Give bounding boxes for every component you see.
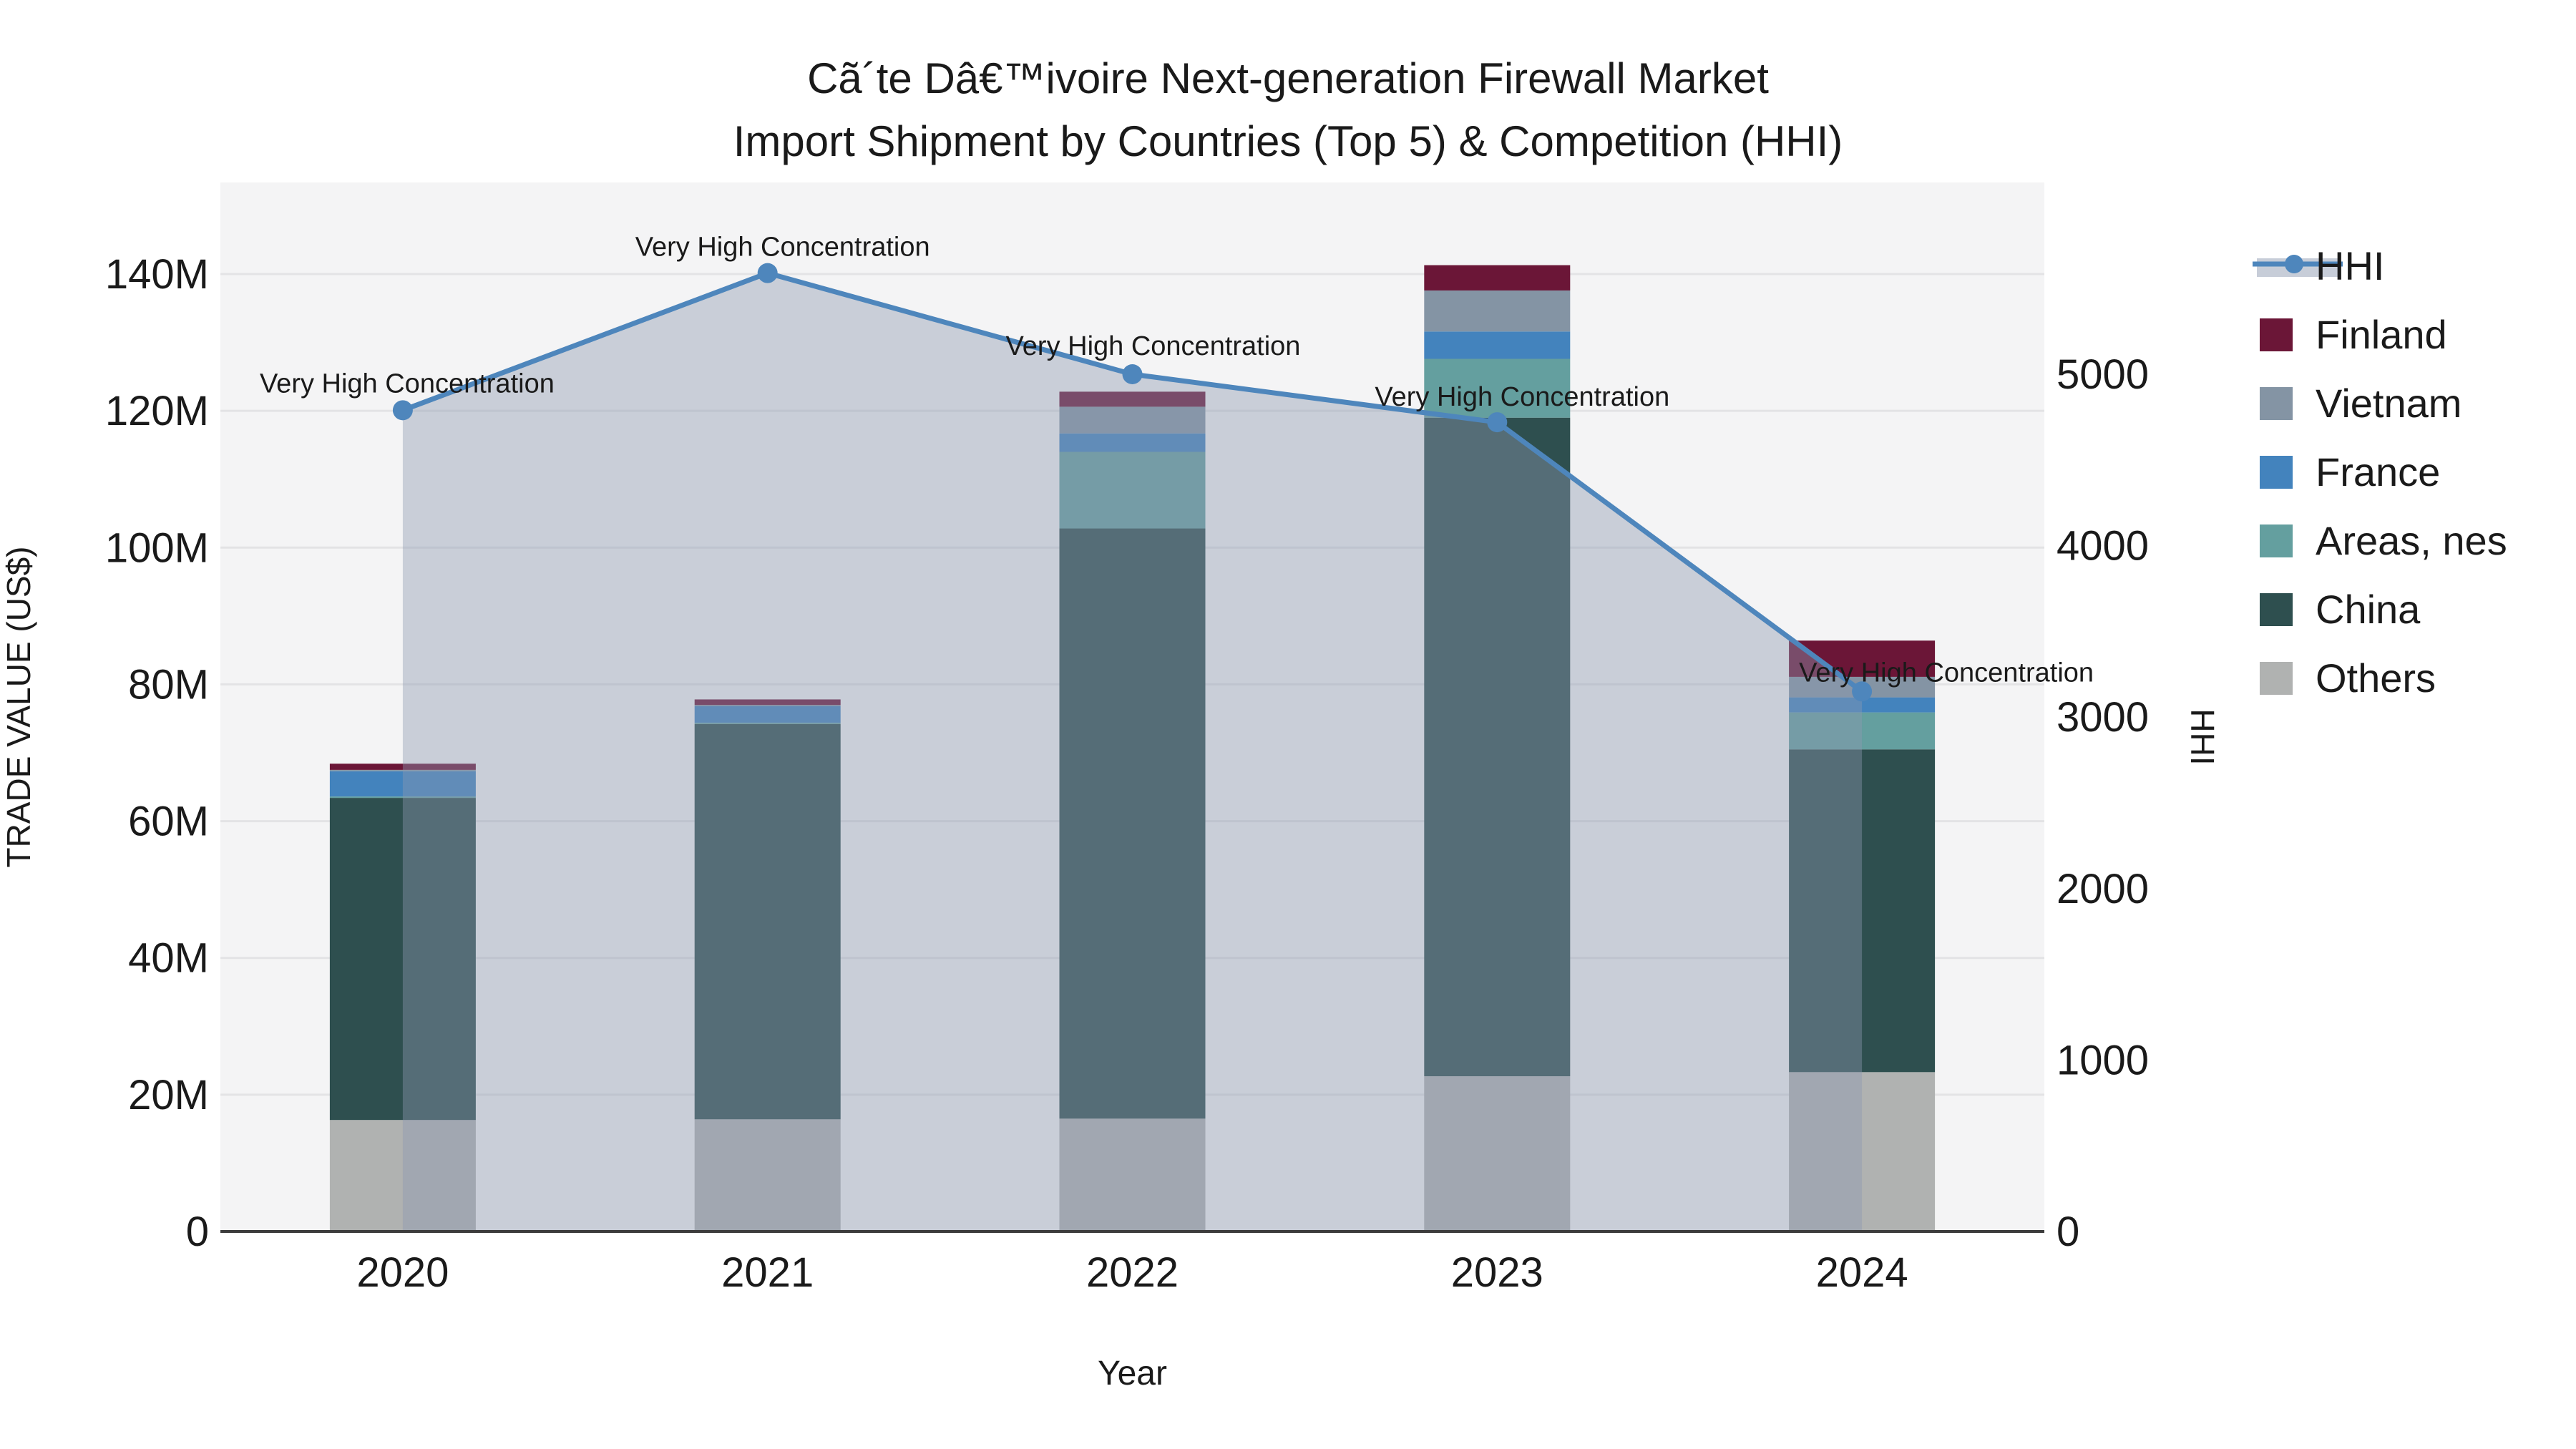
y-axis-right-ticks: 0 1000 2000 3000 4000 5000 (2057, 351, 2149, 1255)
bar-segment-vietnam (1424, 290, 1571, 332)
legend-hhi-dot-icon (2285, 255, 2303, 273)
legend-label: Finland (2316, 312, 2447, 357)
y-axis-label-left: TRADE VALUE (US$) (0, 546, 37, 867)
bar-segment-china (1059, 528, 1206, 1119)
y-tick-label-right: 0 (2057, 1209, 2079, 1255)
bar-segment-france (1789, 697, 1936, 713)
x-axis-ticks: 2020 2021 2022 2023 2024 (356, 1249, 1908, 1296)
bar-segment-china (329, 798, 476, 1121)
y-tick-label-left: 0 (186, 1209, 209, 1255)
bar-segment-france (1424, 331, 1571, 359)
y-tick-label-right: 2000 (2057, 866, 2149, 912)
bar-2024 (1789, 640, 1936, 1231)
bar-segment-finland (1424, 265, 1571, 291)
legend-label: HHI (2316, 243, 2384, 288)
bar-segment-areas-nes (1424, 358, 1571, 418)
legend-item-others: Others (2260, 655, 2436, 701)
hhi-dot-2023 (1487, 412, 1508, 433)
bar-segment-china (1789, 749, 1936, 1073)
legend-item-hhi: HHI (2253, 243, 2384, 288)
bar-segment-vietnam (329, 769, 476, 771)
y-tick-label-right: 1000 (2057, 1037, 2149, 1083)
bar-segment-china (1424, 417, 1571, 1077)
legend-label: Vietnam (2316, 381, 2462, 426)
legend-swatch (2260, 593, 2293, 626)
y-tick-label-right: 4000 (2057, 523, 2149, 570)
legend-item-vietnam: Vietnam (2260, 381, 2462, 426)
chart-subtitle: Import Shipment by Countries (Top 5) & C… (733, 117, 1843, 165)
bar-segment-finland (1059, 391, 1206, 407)
bar-segment-areas-nes (694, 722, 841, 724)
legend-item-china: China (2260, 587, 2421, 632)
bar-segment-others (1424, 1076, 1571, 1231)
hhi-dot-2022 (1122, 364, 1143, 384)
bar-segment-finland (1789, 640, 1936, 677)
bar-segment-france (1059, 433, 1206, 452)
y-tick-label-left: 40M (128, 935, 209, 982)
bar-2023 (1424, 265, 1571, 1231)
y-tick-label-right: 5000 (2057, 351, 2149, 398)
legend-swatch (2260, 662, 2293, 695)
legend-swatch (2260, 318, 2293, 351)
legend-swatch (2260, 525, 2293, 557)
bars (329, 265, 1936, 1231)
x-tick-label: 2024 (1816, 1249, 1908, 1296)
legend-item-finland: Finland (2260, 312, 2447, 357)
bar-segment-areas-nes (329, 796, 476, 799)
legend-item-areas-nes: Areas, nes (2260, 518, 2507, 563)
bar-segment-finland (694, 699, 841, 706)
y-tick-label-left: 80M (128, 661, 209, 708)
bar-segment-france (329, 771, 476, 797)
bar-segment-vietnam (694, 705, 841, 707)
bar-2020 (329, 763, 476, 1231)
bar-segment-others (1059, 1118, 1206, 1231)
hhi-dot-2021 (757, 263, 778, 283)
y-tick-label-right: 3000 (2057, 694, 2149, 741)
annotation-2024: Very High Concentration (1799, 658, 2094, 688)
x-tick-label: 2023 (1451, 1249, 1543, 1296)
hhi-dot-2020 (392, 400, 413, 421)
legend: HHI Finland Vietnam France Areas, nes China Ot… (2253, 243, 2507, 701)
y-axis-left-ticks: 0 20M 40M 60M 80M 100M 120M 140M (105, 251, 209, 1255)
bar-segment-others (694, 1119, 841, 1231)
annotation-2020: Very High Concentration (260, 369, 555, 399)
bar-2022 (1059, 391, 1206, 1231)
annotation-2023: Very High Concentration (1375, 382, 1669, 412)
legend-label: France (2316, 449, 2440, 494)
legend-label: China (2316, 587, 2421, 632)
y-tick-label-left: 140M (105, 251, 209, 298)
bar-segment-france (694, 706, 841, 723)
annotation-2021: Very High Concentration (635, 233, 930, 263)
bar-segment-vietnam (1059, 406, 1206, 434)
legend-swatch (2260, 456, 2293, 489)
bar-2021 (694, 699, 841, 1231)
legend-label: Areas, nes (2316, 518, 2507, 563)
bar-segment-others (329, 1120, 476, 1231)
y-tick-label-left: 60M (128, 799, 209, 845)
legend-swatch (2260, 387, 2293, 420)
chart-title: Cã´te Dâ€™ivoire Next-generation Firewal… (807, 54, 1769, 102)
hhi-dot-2024 (1852, 681, 1873, 702)
legend-item-france: France (2260, 449, 2440, 494)
bar-segment-areas-nes (1059, 452, 1206, 529)
x-tick-label: 2020 (356, 1249, 449, 1296)
x-axis-label: Year (1098, 1355, 1167, 1392)
bar-segment-finland (329, 763, 476, 770)
y-tick-label-left: 100M (105, 525, 209, 571)
legend-label: Others (2316, 655, 2436, 701)
x-tick-label: 2022 (1086, 1249, 1179, 1296)
bar-segment-china (694, 723, 841, 1120)
hhi-area (402, 273, 1863, 1231)
y-axis-label-right: HHI (2184, 708, 2221, 765)
bar-segment-areas-nes (1789, 712, 1936, 750)
y-tick-label-left: 120M (105, 388, 209, 434)
annotation-2022: Very High Concentration (1006, 331, 1301, 361)
bar-segment-others (1789, 1072, 1936, 1231)
x-tick-label: 2021 (721, 1249, 814, 1296)
y-tick-label-left: 20M (128, 1072, 209, 1118)
